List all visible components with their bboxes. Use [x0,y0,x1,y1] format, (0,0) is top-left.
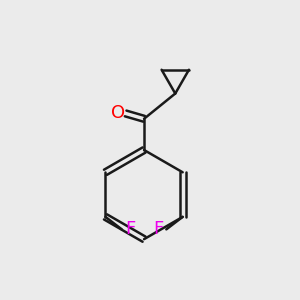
Text: F: F [153,220,163,238]
Text: O: O [111,104,125,122]
Text: F: F [125,220,135,238]
